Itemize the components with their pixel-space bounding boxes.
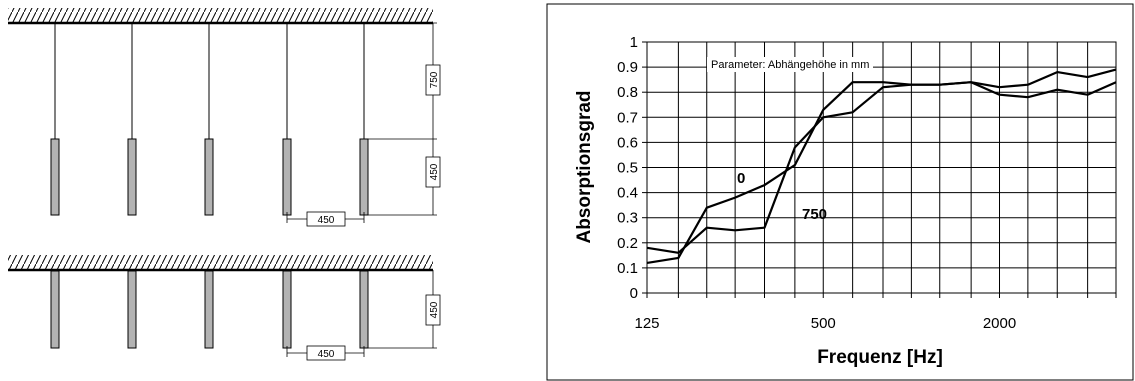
baffle [50, 138, 60, 216]
y-tick-label: 0 [630, 285, 638, 302]
y-tick-label: 0.5 [617, 160, 638, 177]
spacing-label: 450 [318, 215, 335, 226]
ceiling-hatch-top [8, 8, 433, 23]
series-line-750 [646, 81, 1117, 254]
dimension-box [425, 294, 441, 326]
y-tick-label: 0.2 [617, 235, 638, 252]
series-line-0 [646, 68, 1117, 264]
baffle-height-label: 450 [429, 163, 440, 180]
y-tick-label: 0.7 [617, 109, 638, 126]
y-tick-label: 0.3 [617, 210, 638, 227]
y-tick-label: 0.8 [617, 84, 638, 101]
plot-border [646, 41, 1117, 294]
spacing-label: 450 [318, 349, 335, 360]
y-tick-label: 0.1 [617, 260, 638, 277]
chart-series [646, 68, 1117, 264]
y-axis-label: Absorptionsgrad [574, 90, 595, 243]
y-tick-label: 0.6 [617, 134, 638, 151]
series-label-750: 750 [802, 206, 827, 223]
y-tick-label: 0.9 [617, 59, 638, 76]
x-tick-label: 500 [811, 315, 836, 332]
chart-tick-labels: 0 0.1 0.2 0.3 0.4 0.5 0.6 0.7 0.8 0.9 1 125 500 2000 [617, 34, 1016, 332]
x-tick-label: 2000 [983, 315, 1016, 332]
y-tick-label: 1 [630, 34, 638, 51]
baffle-arrangement-diagram: 750 450 450 450 450 [8, 8, 441, 361]
top-arrangement: 750 450 450 [8, 8, 441, 227]
chart-grid [642, 41, 1117, 298]
baffle-height-label: 450 [429, 301, 440, 318]
dimension-box [425, 64, 441, 96]
ceiling-hatch-bottom [8, 255, 433, 270]
y-tick-label: 0.4 [617, 185, 638, 202]
baffle [50, 270, 60, 349]
series-label-0: 0 [737, 170, 745, 187]
dimension-box [306, 211, 346, 227]
baffle [204, 138, 214, 216]
dimension-box [306, 345, 346, 361]
suspension-height-label: 750 [429, 71, 440, 88]
dimension-box [425, 156, 441, 188]
annotation-background [707, 57, 873, 72]
baffle [204, 270, 214, 349]
x-tick-label: 125 [634, 315, 659, 332]
chart-annotation: Parameter: Abhängehöhe in mm [711, 59, 869, 71]
bottom-arrangement: 450 450 [8, 255, 441, 361]
baffle [127, 270, 137, 349]
x-axis-label: Frequenz [Hz] [817, 347, 943, 368]
baffle [127, 138, 137, 216]
